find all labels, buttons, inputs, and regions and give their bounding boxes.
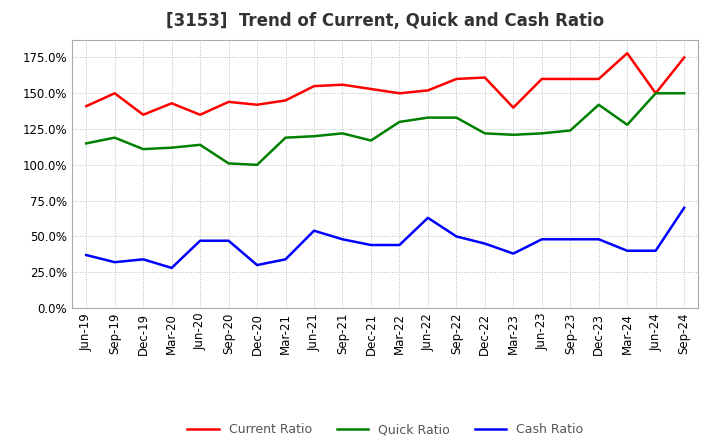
Quick Ratio: [423, 115, 432, 120]
Cash Ratio: [196, 238, 204, 243]
Current Ratio: [595, 76, 603, 81]
Quick Ratio: [225, 161, 233, 166]
Current Ratio: [623, 51, 631, 56]
Cash Ratio: [310, 228, 318, 233]
Cash Ratio: [338, 237, 347, 242]
Current Ratio: [196, 112, 204, 117]
Current Ratio: [652, 91, 660, 96]
Current Ratio: [452, 76, 461, 81]
Current Ratio: [423, 88, 432, 93]
Line: Quick Ratio: Quick Ratio: [86, 93, 684, 165]
Quick Ratio: [452, 115, 461, 120]
Quick Ratio: [110, 135, 119, 140]
Quick Ratio: [566, 128, 575, 133]
Quick Ratio: [652, 91, 660, 96]
Quick Ratio: [253, 162, 261, 168]
Current Ratio: [537, 76, 546, 81]
Quick Ratio: [196, 142, 204, 147]
Cash Ratio: [566, 237, 575, 242]
Current Ratio: [480, 75, 489, 80]
Cash Ratio: [623, 248, 631, 253]
Current Ratio: [395, 91, 404, 96]
Quick Ratio: [595, 102, 603, 107]
Cash Ratio: [139, 257, 148, 262]
Quick Ratio: [167, 145, 176, 150]
Cash Ratio: [395, 242, 404, 248]
Legend: Current Ratio, Quick Ratio, Cash Ratio: Current Ratio, Quick Ratio, Cash Ratio: [182, 418, 588, 440]
Cash Ratio: [225, 238, 233, 243]
Current Ratio: [366, 86, 375, 92]
Quick Ratio: [82, 141, 91, 146]
Title: [3153]  Trend of Current, Quick and Cash Ratio: [3153] Trend of Current, Quick and Cash …: [166, 12, 604, 30]
Quick Ratio: [395, 119, 404, 125]
Cash Ratio: [509, 251, 518, 256]
Quick Ratio: [139, 147, 148, 152]
Quick Ratio: [338, 131, 347, 136]
Quick Ratio: [509, 132, 518, 137]
Line: Current Ratio: Current Ratio: [86, 53, 684, 115]
Line: Cash Ratio: Cash Ratio: [86, 208, 684, 268]
Quick Ratio: [366, 138, 375, 143]
Cash Ratio: [452, 234, 461, 239]
Quick Ratio: [282, 135, 290, 140]
Current Ratio: [282, 98, 290, 103]
Quick Ratio: [310, 134, 318, 139]
Current Ratio: [82, 103, 91, 109]
Current Ratio: [167, 101, 176, 106]
Cash Ratio: [253, 262, 261, 268]
Cash Ratio: [480, 241, 489, 246]
Current Ratio: [338, 82, 347, 87]
Cash Ratio: [680, 205, 688, 210]
Current Ratio: [509, 105, 518, 110]
Current Ratio: [253, 102, 261, 107]
Cash Ratio: [595, 237, 603, 242]
Cash Ratio: [82, 253, 91, 258]
Current Ratio: [566, 76, 575, 81]
Quick Ratio: [480, 131, 489, 136]
Current Ratio: [225, 99, 233, 105]
Current Ratio: [139, 112, 148, 117]
Current Ratio: [110, 91, 119, 96]
Cash Ratio: [110, 260, 119, 265]
Cash Ratio: [537, 237, 546, 242]
Quick Ratio: [680, 91, 688, 96]
Cash Ratio: [282, 257, 290, 262]
Cash Ratio: [423, 215, 432, 220]
Current Ratio: [680, 55, 688, 60]
Cash Ratio: [366, 242, 375, 248]
Quick Ratio: [623, 122, 631, 128]
Current Ratio: [310, 84, 318, 89]
Cash Ratio: [167, 265, 176, 271]
Cash Ratio: [652, 248, 660, 253]
Quick Ratio: [537, 131, 546, 136]
